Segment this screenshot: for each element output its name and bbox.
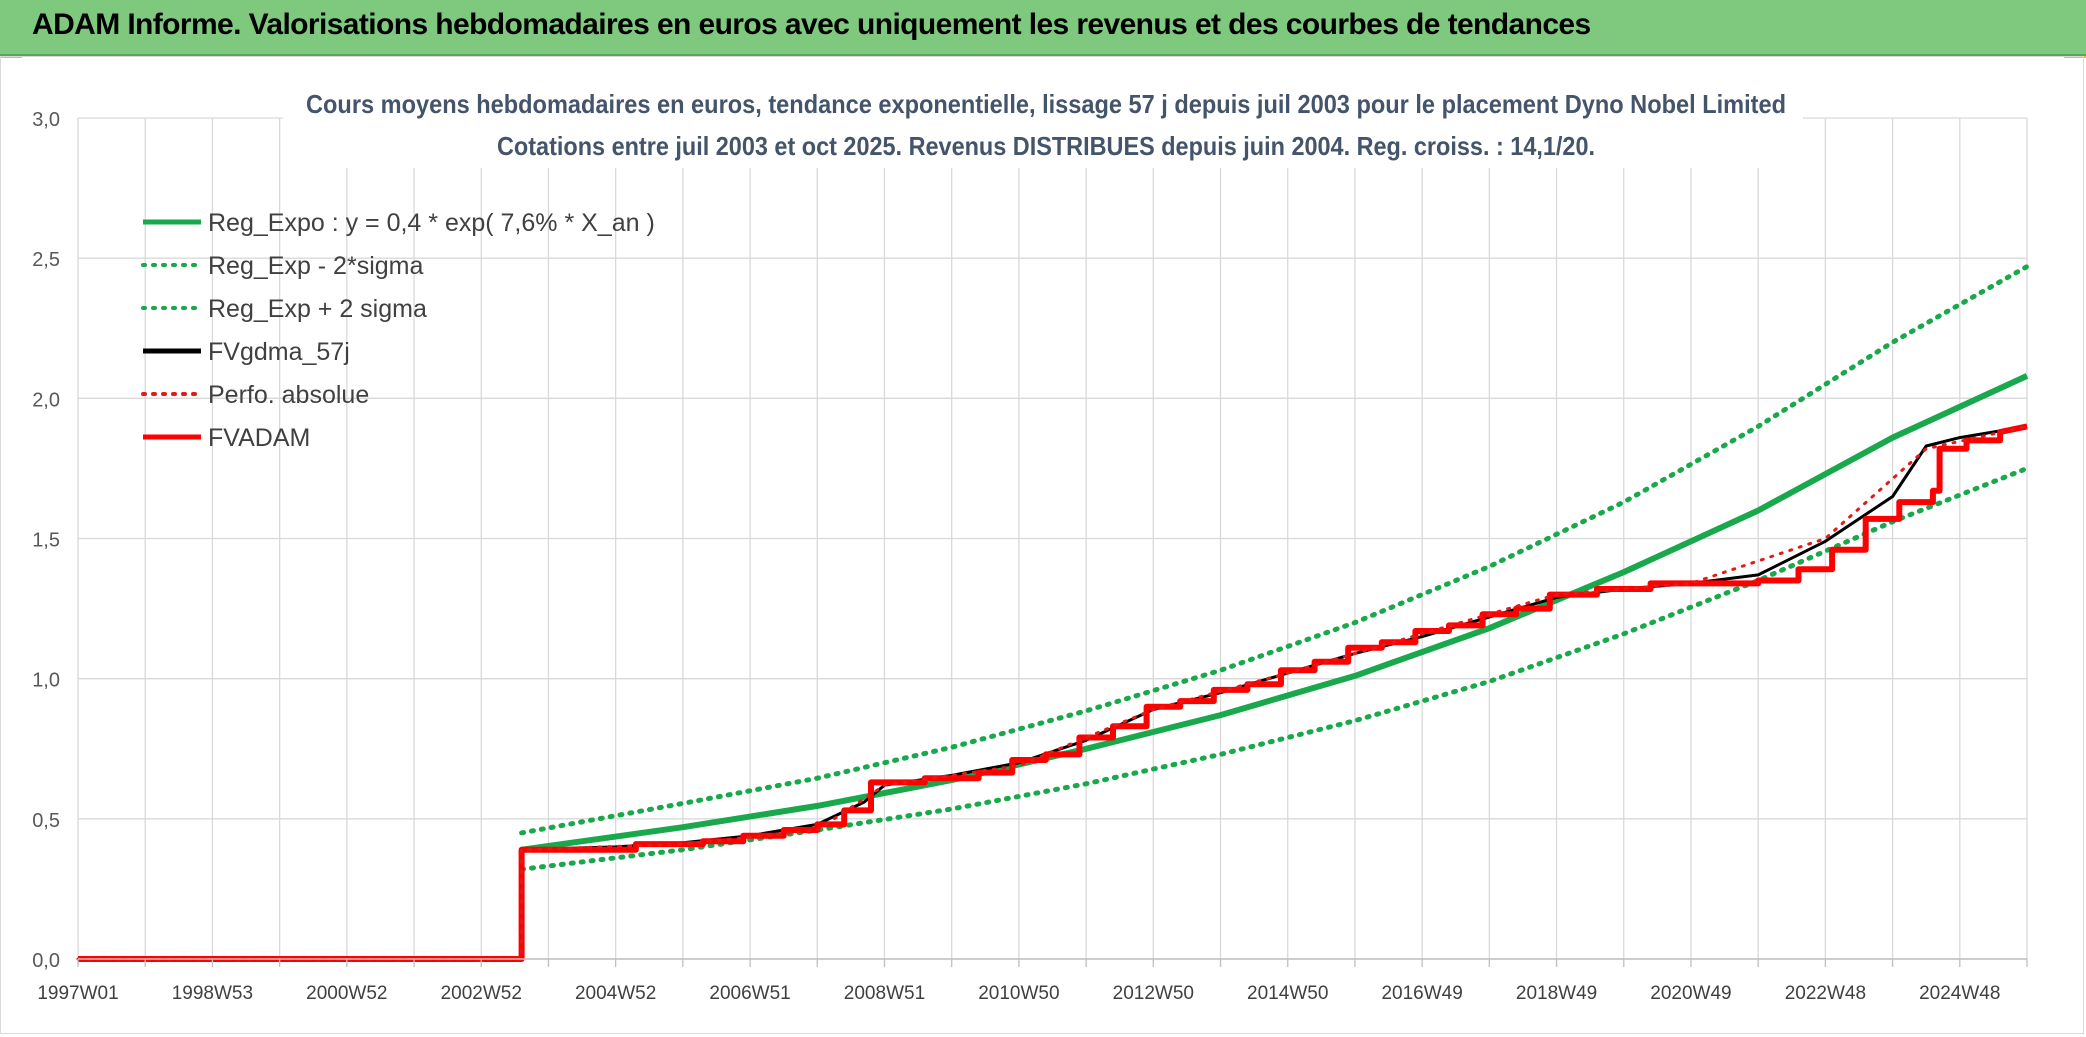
series-line (521, 373, 2029, 853)
chart-title: Cours moyens hebdomadaires en euros, ten… (306, 89, 1786, 119)
legend-label: Perfo. absolue (208, 381, 369, 409)
x-tick-label: 2004W52 (575, 983, 656, 1004)
title-background (283, 86, 1803, 168)
x-tick-label: 2006W51 (709, 983, 790, 1004)
series-line (519, 465, 2030, 872)
page-title: ADAM Informe. Valorisations hebdomadaire… (32, 8, 1591, 41)
legend-label: FVADAM (208, 424, 310, 452)
x-tick-label: 2018W49 (1516, 983, 1597, 1004)
x-tick-label: 2020W49 (1650, 983, 1731, 1004)
x-tick-label: 2002W52 (441, 983, 522, 1004)
y-tick-label: 1,5 (32, 530, 60, 552)
y-tick-label: 1,0 (32, 670, 60, 692)
series-line (78, 424, 2028, 961)
x-tick-label: 2016W49 (1381, 983, 1462, 1004)
y-tick-label: 2,5 (32, 249, 60, 271)
x-tick-label: 1997W01 (37, 983, 118, 1004)
chart-subtitle: Cotations entre juil 2003 et oct 2025. R… (497, 131, 1595, 161)
series-line (519, 264, 2030, 836)
axes: 0,0 0,5 1,0 1,5 2,0 2,5 3,0 1997W01 1998W53 2000W… (32, 109, 2028, 1004)
y-tick-label: 0,5 (32, 810, 60, 832)
y-tick-label: 0,0 (32, 950, 60, 972)
legend-label: FVgdma_57j (208, 338, 350, 366)
x-tick-label: 1998W53 (172, 983, 253, 1004)
x-tick-label: 2012W50 (1113, 983, 1194, 1004)
chart-frame (0, 56, 2084, 1034)
x-tick-label: 2014W50 (1247, 983, 1328, 1004)
header-bar: ADAM Informe. Valorisations hebdomadaire… (0, 0, 2086, 56)
legend-label: Reg_Exp - 2*sigma (208, 252, 423, 280)
x-tick-label: 2022W48 (1785, 983, 1866, 1004)
series-layer (76, 264, 2030, 962)
y-tick-label: 3,0 (32, 109, 60, 131)
series-line (78, 423, 2028, 962)
x-tick-label: 2024W48 (1919, 983, 2000, 1004)
series-line (76, 424, 2029, 961)
x-tick-label: 2010W50 (978, 983, 1059, 1004)
x-tick-label: 2000W52 (306, 983, 387, 1004)
x-tick-label: 2008W51 (844, 983, 925, 1004)
legend-label: Reg_Expo : y = 0,4 * exp( 7,6% * X_an ) (208, 209, 655, 237)
grid (77, 117, 2028, 960)
y-tick-label: 2,0 (32, 389, 60, 411)
legend-label: Reg_Exp + 2 sigma (208, 295, 427, 323)
legend: Reg_Expo : y = 0,4 * exp( 7,6% * X_an ) R… (141, 209, 655, 452)
